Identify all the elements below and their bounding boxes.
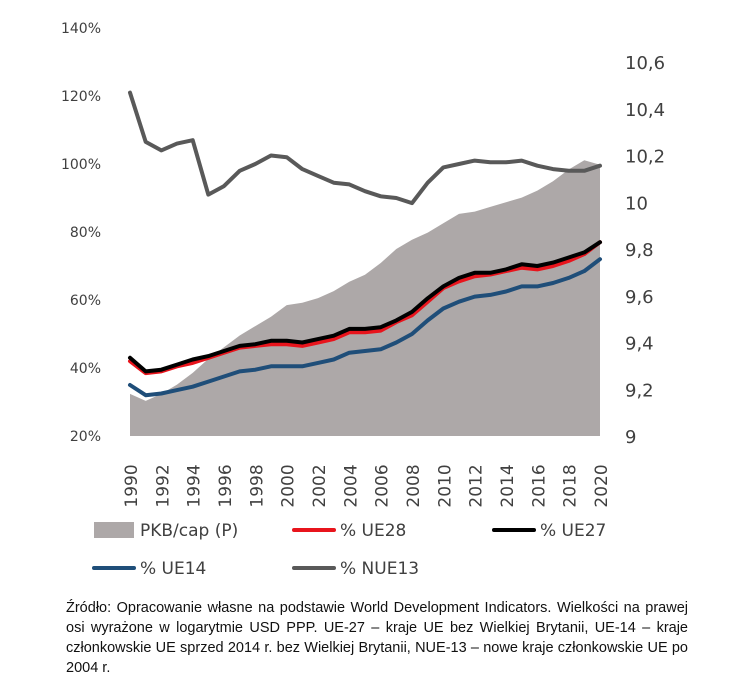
x-tick-label: 2002: [310, 464, 330, 507]
x-tick-label: 1992: [153, 464, 173, 507]
right-tick-label: 9,4: [625, 334, 654, 355]
left-axis: 20% 40% 60% 80% 100% 120% 140%: [61, 21, 101, 445]
x-tick-label: 2014: [498, 464, 518, 507]
legend-label: % UE27: [540, 521, 606, 541]
right-axis: 9 9,2 9,4 9,6 9,8 10 10,2 10,4 10,6: [625, 53, 665, 448]
right-tick-label: 9: [625, 427, 636, 448]
left-tick-label: 60%: [70, 293, 101, 309]
legend-label: % UE14: [140, 559, 206, 579]
x-tick-label: 2012: [467, 464, 487, 507]
left-tick-label: 20%: [70, 429, 101, 445]
right-tick-label: 9,8: [625, 240, 654, 261]
area-layer: [130, 160, 600, 436]
legend-item-ue14: % UE14: [92, 559, 206, 579]
legend-item-ue27: % UE27: [492, 521, 606, 541]
series-area-pkb-cap-p: [130, 160, 600, 436]
legend-label: % NUE13: [340, 559, 419, 579]
x-tick-label: 1996: [216, 464, 236, 507]
x-tick-label: 2020: [592, 464, 612, 507]
left-tick-label: 40%: [70, 361, 101, 377]
line-layer: [128, 90, 602, 398]
series-line-nue13: [128, 90, 602, 206]
left-tick-label: 80%: [70, 225, 101, 241]
right-tick-label: 9,2: [625, 380, 654, 401]
legend-item-pkb-cap-p: PKB/cap (P): [94, 521, 238, 541]
right-tick-label: 10,6: [625, 53, 665, 74]
left-tick-label: 120%: [61, 89, 101, 105]
left-tick-label: 100%: [61, 157, 101, 173]
x-axis: 1990 1992 1994 1996 1998 2000 2002 2004 2006 2008…: [122, 464, 612, 507]
legend-item-nue13: % NUE13: [292, 559, 419, 579]
x-tick-label: 2004: [341, 464, 361, 507]
right-tick-label: 9,6: [625, 287, 654, 308]
x-tick-label: 2016: [529, 464, 549, 507]
series-line-ue27: [128, 240, 602, 374]
left-tick-label: 140%: [61, 21, 101, 37]
x-tick-label: 1990: [122, 464, 142, 507]
x-tick-label: 2008: [404, 464, 424, 507]
legend-label: % UE28: [340, 521, 406, 541]
x-tick-label: 1994: [185, 464, 205, 507]
legend-swatch: [94, 522, 134, 538]
x-tick-label: 2006: [373, 464, 393, 507]
series-line-ue14: [128, 257, 602, 398]
legend: PKB/cap (P) % UE28 % UE27 % UE14 % NUE13: [92, 521, 606, 579]
right-tick-label: 10: [625, 193, 648, 214]
x-tick-label: 2010: [435, 464, 455, 507]
x-tick-label: 2018: [561, 464, 581, 507]
right-tick-label: 10,2: [625, 147, 665, 168]
legend-label: PKB/cap (P): [140, 521, 238, 541]
x-tick-label: 2000: [279, 464, 299, 507]
right-tick-label: 10,4: [625, 100, 665, 121]
x-tick-label: 1998: [247, 464, 267, 507]
legend-item-ue28: % UE28: [292, 521, 406, 541]
chart: 20% 40% 60% 80% 100% 120% 140% 9 9,2 9,4 9,6 9,8 10…: [61, 21, 665, 579]
source-note: Źródło: Opracowanie własne na podstawie …: [66, 600, 688, 676]
